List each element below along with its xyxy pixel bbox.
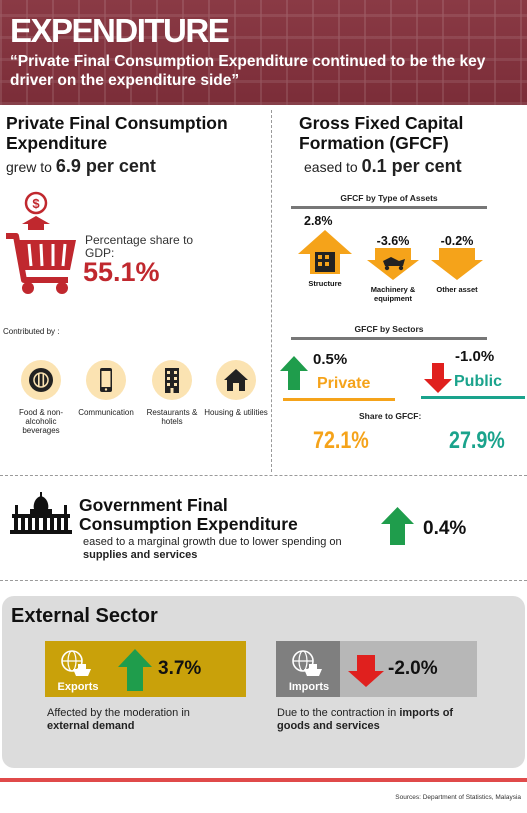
category-label: Food & non-alcoholic beverages bbox=[18, 408, 64, 435]
exports-desc-text: Affected by the moderation in bbox=[47, 707, 190, 719]
private-pct: 0.5% bbox=[313, 351, 348, 368]
vertical-divider bbox=[271, 110, 272, 472]
exports-tile: Exports 3.7% bbox=[45, 641, 246, 697]
category-label: Housing & utilities bbox=[204, 408, 268, 417]
category-housing: Housing & utilities bbox=[202, 360, 270, 417]
header-banner: EXPENDITURE “Private Final Consumption E… bbox=[0, 0, 527, 105]
mobile-phone-icon bbox=[86, 360, 126, 400]
exports-label: Exports bbox=[57, 681, 99, 693]
imports-tile: Imports -2.0% bbox=[276, 641, 477, 697]
food-plate-icon bbox=[21, 360, 61, 400]
header-background-pattern bbox=[0, 0, 527, 105]
government-description: eased to a marginal growth due to lower … bbox=[83, 536, 373, 562]
category-label: Restaurants & hotels bbox=[146, 408, 198, 426]
asset-label: Other asset bbox=[436, 285, 478, 294]
private-share-value: 72.1% bbox=[313, 427, 369, 454]
gfcf-growth: eased to 0.1 per cent bbox=[304, 156, 462, 177]
imports-desc-text: Due to the contraction in bbox=[277, 707, 397, 719]
government-building-icon bbox=[10, 492, 72, 534]
public-label: Public bbox=[454, 373, 503, 390]
other-asset-down-arrow-icon bbox=[431, 248, 483, 280]
structure-up-arrow-icon bbox=[298, 230, 352, 274]
private-up-arrow-icon bbox=[280, 356, 308, 390]
pfce-growth-value: 6.9 per cent bbox=[55, 156, 156, 176]
government-desc-text: eased to a marginal growth due to lower … bbox=[83, 536, 342, 548]
government-up-arrow-icon bbox=[381, 507, 414, 545]
asset-label: Machinery & equipment bbox=[370, 285, 416, 303]
gdp-share-label: Percentage share to GDP: bbox=[85, 233, 194, 260]
header-quote: “Private Final Consumption Expenditure c… bbox=[10, 53, 486, 89]
svg-text:$: $ bbox=[32, 196, 40, 211]
gfcf-sectors-rule bbox=[291, 337, 487, 340]
source-note: Sources: Department of Statistics, Malay… bbox=[395, 794, 521, 801]
imports-desc-bold-1: imports of bbox=[399, 707, 454, 719]
asset-structure: 2.8% Structure bbox=[296, 214, 354, 288]
exports-icon-box: Exports bbox=[45, 641, 109, 697]
government-pct: 0.4% bbox=[423, 518, 467, 539]
government-title: Government Final Consumption Expenditure bbox=[79, 495, 298, 534]
category-food: Food & non-alcoholic beverages bbox=[7, 360, 75, 435]
imports-description: Due to the contraction in imports of goo… bbox=[277, 707, 517, 733]
exports-description: Affected by the moderation in external d… bbox=[47, 707, 257, 733]
public-bar bbox=[421, 396, 525, 399]
public-pct: -1.0% bbox=[455, 348, 495, 365]
gfcf-assets-heading: GFCF by Type of Assets bbox=[340, 193, 438, 203]
machinery-down-arrow-icon bbox=[367, 248, 419, 280]
imports-desc-bold-2: goods and services bbox=[277, 720, 380, 732]
pfce-title: Private Final Consumption Expenditure bbox=[6, 113, 228, 153]
category-communication: Communication bbox=[72, 360, 140, 417]
imports-pct: -2.0% bbox=[388, 658, 438, 679]
exports-pct: 3.7% bbox=[158, 658, 202, 679]
imports-label: Imports bbox=[288, 681, 330, 693]
external-sector-title: External Sector bbox=[11, 605, 158, 627]
gdp-share-value: 55.1% bbox=[83, 257, 160, 287]
share-to-gfcf-label: Share to GFCF: bbox=[359, 411, 422, 421]
exports-up-arrow-icon bbox=[118, 649, 152, 691]
contributed-by-label: Contributed by : bbox=[3, 327, 60, 336]
imports-icon-box: Imports bbox=[276, 641, 340, 697]
category-label: Communication bbox=[78, 408, 134, 417]
imports-down-arrow-icon bbox=[348, 655, 384, 687]
footer-rule bbox=[0, 778, 527, 782]
house-icon bbox=[216, 360, 256, 400]
horizontal-divider bbox=[0, 475, 527, 476]
exports-value-box: 3.7% bbox=[109, 641, 246, 697]
horizontal-divider-2 bbox=[0, 580, 527, 581]
gfcf-growth-prefix: eased to bbox=[304, 159, 358, 175]
gfcf-assets-rule bbox=[291, 206, 487, 209]
asset-other: -0.2% Other asset bbox=[428, 234, 486, 294]
globe-ship-icon bbox=[292, 650, 322, 676]
asset-machinery: -3.6% Machinery & equipment bbox=[362, 234, 424, 303]
exports-desc-bold: external demand bbox=[47, 720, 135, 732]
category-restaurants: Restaurants & hotels bbox=[138, 360, 206, 426]
asset-pct: -3.6% bbox=[376, 234, 410, 248]
asset-pct: 2.8% bbox=[304, 214, 333, 228]
page-title: EXPENDITURE bbox=[10, 12, 230, 49]
government-desc-bold: supplies and services bbox=[83, 549, 198, 561]
hotel-building-icon bbox=[152, 360, 192, 400]
asset-pct: -0.2% bbox=[440, 234, 474, 248]
private-bar bbox=[283, 398, 395, 401]
gfcf-sectors-heading: GFCF by Sectors bbox=[354, 324, 424, 334]
globe-ship-icon bbox=[61, 650, 91, 676]
asset-label: Structure bbox=[308, 279, 342, 288]
private-label: Private bbox=[317, 375, 371, 392]
public-share-value: 27.9% bbox=[449, 427, 505, 454]
public-down-arrow-icon bbox=[424, 363, 452, 393]
shopping-cart-icon: $ bbox=[6, 191, 76, 294]
pfce-growth: grew to 6.9 per cent bbox=[6, 156, 156, 177]
pfce-growth-prefix: grew to bbox=[6, 159, 52, 175]
gfcf-growth-value: 0.1 per cent bbox=[361, 156, 462, 176]
imports-value-box: -2.0% bbox=[340, 641, 477, 697]
gfcf-title: Gross Fixed Capital Formation (GFCF) bbox=[299, 113, 464, 153]
